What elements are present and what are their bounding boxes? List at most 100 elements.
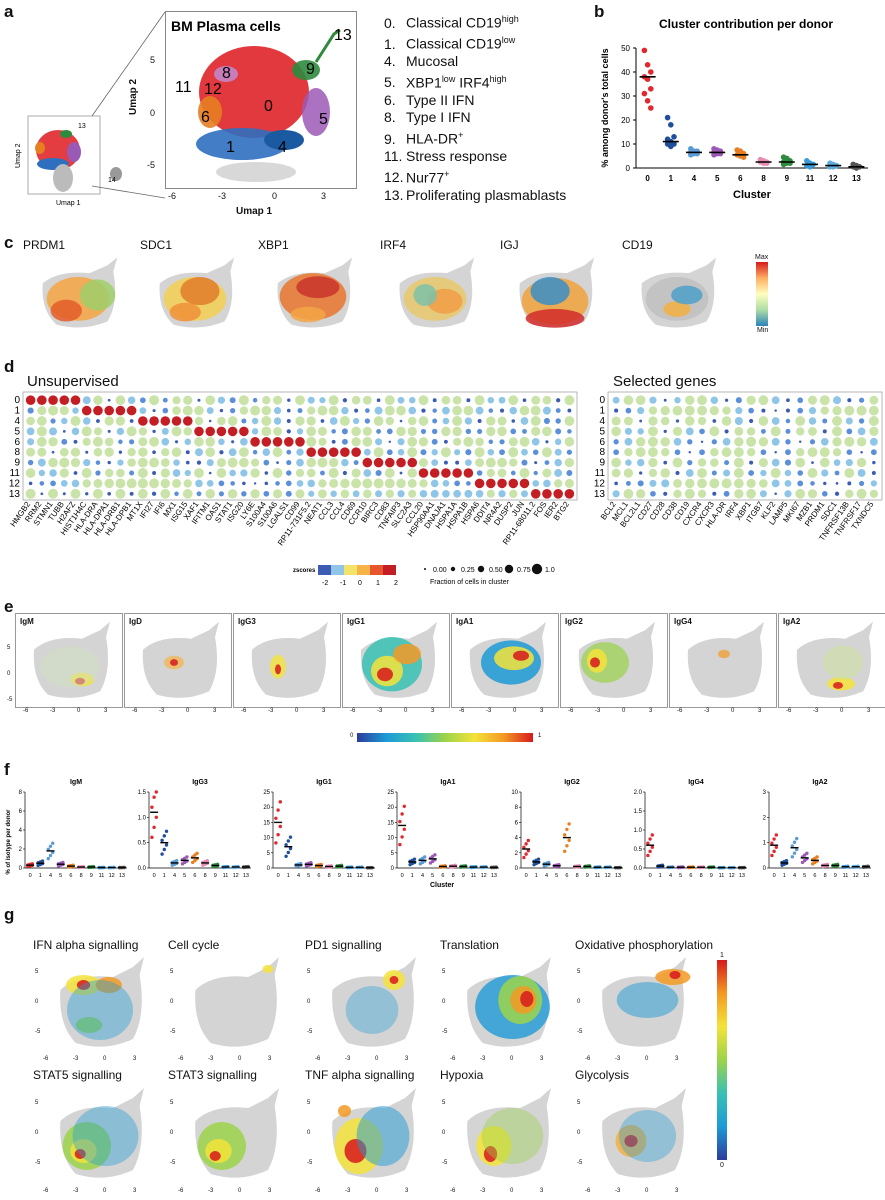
expression-dot: [522, 398, 527, 403]
cluster-row-label: 1: [14, 406, 20, 417]
expression-dot: [452, 395, 462, 405]
expression-dot: [49, 427, 58, 436]
expression-hotspot: [262, 965, 274, 973]
isotype-point: [433, 853, 437, 857]
expression-dot: [70, 458, 81, 468]
isotype-umap-panel: IgA1: [451, 613, 559, 708]
expression-dot: [452, 416, 463, 426]
expression-dot: [723, 490, 730, 497]
expression-dot: [508, 447, 519, 458]
expression-dot: [152, 471, 157, 475]
expression-dot: [542, 395, 552, 405]
expression-dot: [553, 489, 563, 499]
expression-dot: [648, 457, 658, 468]
donor-point: [740, 154, 747, 160]
expression-hotspot: [76, 980, 91, 990]
expression-dot: [834, 470, 840, 476]
y-tick-label: 10: [621, 140, 630, 149]
cluster-row-label: 0: [599, 395, 605, 406]
isotype-umap: [796, 621, 873, 698]
expression-dot: [820, 437, 829, 446]
expression-dot: [129, 491, 134, 496]
fraction-legend-dot: [531, 563, 543, 575]
expression-dot: [684, 405, 695, 416]
expression-dot: [477, 418, 482, 424]
cluster-name-2: IRF4: [455, 74, 490, 91]
subplot-title: IgA2: [812, 779, 827, 786]
small-umap-svg: 13 14 Umap 1 Umap 2: [15, 115, 122, 207]
pathway-xtick: 3: [675, 1056, 679, 1062]
expression-dot: [194, 448, 203, 457]
expression-dot: [486, 478, 496, 489]
expression-dot: [519, 468, 530, 478]
cluster-legend-item: 6. Type II IFN: [384, 92, 566, 110]
main-umap-svg: BM Plasma cells 0 1 4 5 6 8 9 11 12 13: [171, 18, 352, 182]
fraction-tick: 0.50: [489, 567, 503, 574]
expression-dot: [320, 419, 325, 423]
gene-umap: [519, 257, 595, 328]
expression-dot: [373, 447, 384, 458]
subplot-xtick: 4: [297, 873, 300, 879]
expression-dot: [174, 491, 179, 497]
subplot-ytick: 15: [387, 820, 394, 826]
expression-dot: [661, 448, 670, 457]
expression-dot: [328, 405, 339, 416]
isotype-point: [815, 855, 819, 859]
pathway-xtick: -3: [615, 1188, 621, 1194]
expression-dot: [672, 426, 683, 437]
expression-dot: [96, 419, 100, 423]
expression-dot: [663, 398, 667, 402]
expression-dot: [872, 460, 876, 465]
expression-dot: [868, 405, 879, 416]
cluster-number: 4.: [384, 53, 396, 70]
gene-umap: [159, 257, 235, 328]
pathway-ytick: 5: [35, 969, 39, 975]
expression-dot: [104, 447, 114, 457]
small-cluster-blob: [60, 130, 72, 138]
expression-dot: [307, 479, 316, 488]
pathway-title: IFN alpha signalling: [33, 938, 139, 952]
subplot-ytick: 2: [19, 847, 23, 853]
expression-dot: [442, 480, 450, 487]
panel-letter-g: g: [4, 905, 15, 924]
umap-title: BM Plasma cells: [171, 18, 281, 34]
expression-hotspot: [669, 971, 681, 979]
pathway-xtick: -6: [585, 1188, 591, 1194]
expression-dot: [709, 405, 719, 416]
subplot-xtick: 1: [783, 873, 786, 879]
expression-dot: [697, 478, 707, 489]
expression-dot: [845, 458, 853, 467]
gene-title: SDC1: [140, 238, 173, 252]
expression-dot: [463, 405, 474, 416]
zscore-tick: 1: [376, 580, 380, 587]
expression-dot: [408, 396, 416, 404]
pathway-xtick: 0: [510, 1056, 514, 1062]
expression-dot: [396, 457, 406, 468]
subplot-xtick: 6: [317, 873, 320, 879]
expression-dot: [685, 478, 695, 489]
expression-dot: [709, 478, 720, 489]
expression-dot: [785, 439, 791, 445]
cluster-label-9: 9: [306, 61, 315, 78]
expression-dot: [48, 457, 58, 468]
subplot-xtick: 0: [153, 873, 156, 879]
subplot-xtick: 5: [555, 873, 558, 879]
expression-dot: [273, 395, 283, 405]
expression-dot: [542, 406, 551, 415]
expression-dot: [26, 447, 36, 457]
isotype-point: [522, 855, 526, 860]
pathway-colorbar: [717, 960, 727, 1160]
expression-dot: [486, 416, 496, 426]
expression-dot: [407, 478, 417, 488]
expression-dot: [860, 450, 863, 454]
expression-dot: [285, 480, 292, 487]
panel-letter-c: c: [4, 233, 14, 252]
expression-dot: [635, 395, 646, 406]
expression-dot: [488, 439, 494, 445]
pathway-xtick: -6: [585, 1056, 591, 1062]
expression-dot: [624, 448, 633, 457]
expression-dot: [440, 447, 451, 458]
isotype-umap-panel: IgG3: [233, 613, 341, 708]
expression-dot: [296, 448, 304, 456]
expression-hotspot: [296, 276, 340, 299]
